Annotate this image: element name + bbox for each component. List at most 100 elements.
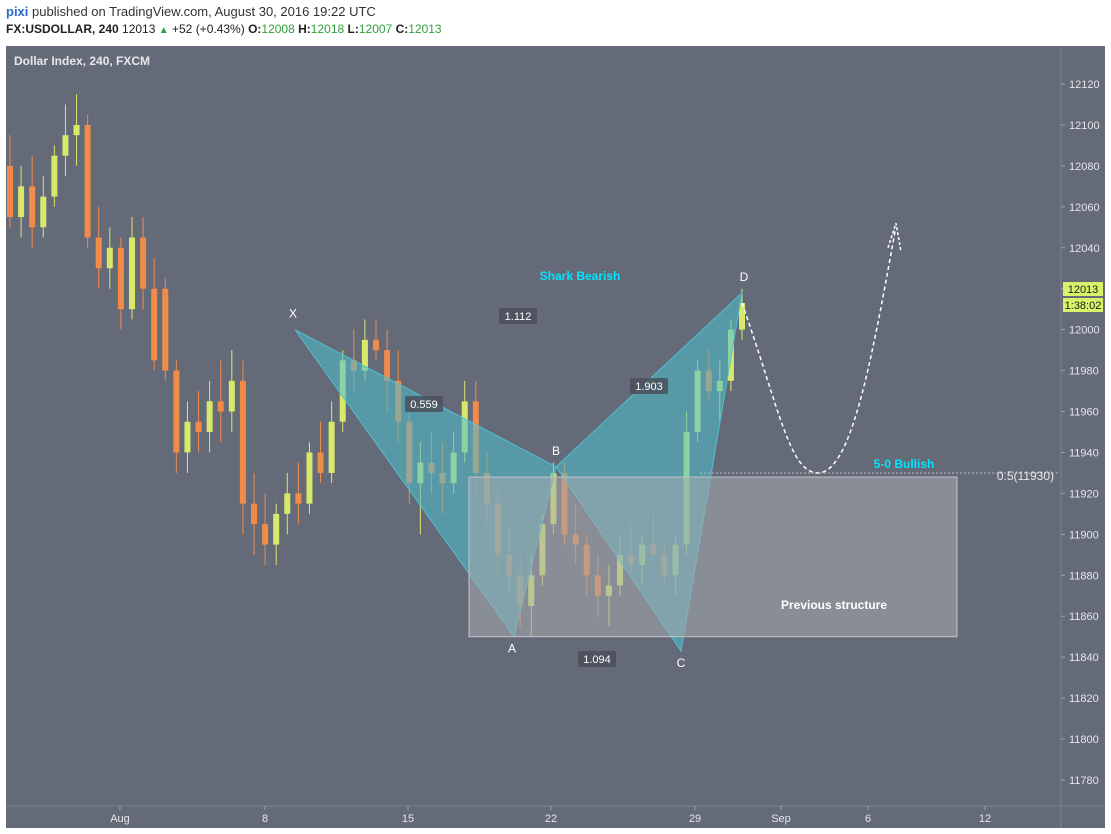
countdown-badge — [1063, 298, 1103, 313]
ratio-xc-bg — [499, 308, 537, 324]
previous-structure-box — [468, 476, 958, 638]
author-link[interactable]: pixi — [6, 4, 29, 19]
level-label: 0.5(11930) — [997, 469, 1054, 483]
candle-body — [217, 401, 224, 412]
price-chart[interactable]: 1212012100120801206012040120201200011980… — [0, 40, 1111, 834]
close-label: C: — [395, 22, 409, 36]
candle-body — [184, 421, 191, 453]
candle-body — [328, 421, 335, 473]
ratio-xc: 1.112 — [505, 311, 532, 323]
y-tick-label: 11800 — [1069, 734, 1099, 746]
y-tick-label: 11900 — [1069, 529, 1099, 541]
candle-body — [228, 380, 235, 412]
y-tick-label: 11960 — [1069, 407, 1099, 419]
fivezero-bullish-label: 5-0 Bullish — [874, 457, 935, 471]
candle-body — [295, 493, 302, 504]
candle-body — [284, 493, 291, 514]
candle-body — [7, 165, 13, 218]
symbol-label[interactable]: FX:USDOLLAR, 240 — [6, 22, 119, 36]
y-tick-label: 11940 — [1069, 447, 1099, 459]
ratio-ab-bg — [405, 396, 443, 412]
candle-body — [239, 380, 246, 504]
last-price: 12013 — [122, 22, 156, 36]
chart-header: pixi published on TradingView.com, Augus… — [0, 0, 1111, 40]
y-tick-label: 12120 — [1069, 79, 1100, 91]
candle-body — [106, 247, 113, 269]
candle-body — [73, 124, 80, 136]
chart-canvas[interactable]: 1212012100120801206012040120201200011980… — [0, 40, 1111, 834]
low-value: 12007 — [358, 22, 393, 36]
x-tick-label: Sep — [771, 813, 791, 825]
candle-body — [117, 247, 124, 310]
ratio-bd-bg — [630, 378, 668, 394]
ohlc-line: FX:USDOLLAR, 240 12013 ▲ +52 (+0.43%) O:… — [6, 22, 442, 36]
pattern-point-c: C — [677, 656, 686, 670]
close-value: 12013 — [408, 22, 442, 36]
candle-body — [51, 155, 58, 197]
countdown-label: 1:38:02 — [1065, 300, 1102, 312]
chart-title: Dollar Index, 240, FXCM — [14, 54, 150, 68]
candle-body — [162, 288, 169, 371]
candle-body — [251, 503, 257, 525]
candle-body — [384, 350, 391, 381]
projection-arrow-icon — [887, 222, 902, 252]
open-label: O: — [248, 22, 262, 36]
ratio-bc: 1.094 — [583, 654, 611, 666]
y-tick-label: 12080 — [1069, 161, 1100, 173]
candle-body — [206, 401, 213, 432]
y-tick-label: 11780 — [1069, 775, 1099, 787]
candle-body — [306, 452, 313, 504]
candle-body — [29, 186, 36, 228]
x-tick-label: 22 — [545, 813, 557, 825]
previous-structure-label: Previous structure — [781, 598, 887, 612]
pattern-point-x: X — [289, 307, 297, 321]
last-price-label: 12013 — [1068, 284, 1099, 296]
x-tick-label: 12 — [979, 813, 991, 825]
shark-bearish-label: Shark Bearish — [540, 269, 621, 283]
candle-body — [140, 237, 147, 289]
y-tick-label: 12060 — [1069, 202, 1100, 214]
candle-body — [195, 421, 202, 432]
candle-body — [40, 196, 47, 228]
high-label: H: — [298, 22, 311, 36]
pattern-point-a: A — [508, 642, 516, 656]
candle-body — [317, 452, 324, 473]
ratio-bd: 1.903 — [635, 381, 663, 393]
candle-body — [62, 135, 69, 156]
y-tick-label: 11820 — [1069, 693, 1099, 705]
price-change: +52 (+0.43%) — [172, 22, 245, 36]
low-label: L: — [347, 22, 359, 36]
candle-body — [129, 237, 135, 310]
time-axis[interactable] — [6, 806, 1105, 828]
candle-body — [151, 288, 158, 361]
candle-body — [273, 513, 280, 545]
y-tick-label: 12040 — [1069, 243, 1100, 255]
candle-body — [373, 339, 379, 351]
projection-path — [741, 231, 896, 474]
last-price-badge — [1063, 282, 1103, 297]
candle-body — [95, 237, 102, 269]
open-value: 12008 — [261, 22, 295, 36]
candle-body — [84, 124, 91, 238]
ratio-ab: 0.559 — [410, 399, 438, 411]
pattern-point-d: D — [740, 270, 749, 284]
plot-area[interactable] — [6, 46, 1061, 806]
high-value: 12018 — [310, 22, 345, 36]
x-tick-label: 6 — [865, 813, 871, 825]
y-tick-label: 11840 — [1069, 652, 1099, 664]
x-tick-label: 8 — [262, 813, 268, 825]
annotations: X A B C D 0.559 1.112 1.094 1.903 Shark Bearish 5-… — [289, 222, 1103, 670]
price-axis[interactable] — [1061, 46, 1105, 806]
pattern-point-b: B — [552, 444, 560, 458]
ratio-bc-bg — [578, 651, 616, 667]
candle-body — [18, 186, 25, 218]
y-tick-label: 11860 — [1069, 611, 1099, 623]
publish-line: pixi published on TradingView.com, Augus… — [6, 4, 376, 19]
x-tick-label: 29 — [689, 813, 701, 825]
publish-info: published on TradingView.com, August 30,… — [32, 4, 376, 19]
candle-body — [739, 303, 745, 330]
x-tick-label: 15 — [402, 813, 414, 825]
y-tick-label: 12000 — [1069, 325, 1100, 337]
y-tick-label: 11880 — [1069, 570, 1099, 582]
up-arrow-icon: ▲ — [158, 25, 169, 36]
